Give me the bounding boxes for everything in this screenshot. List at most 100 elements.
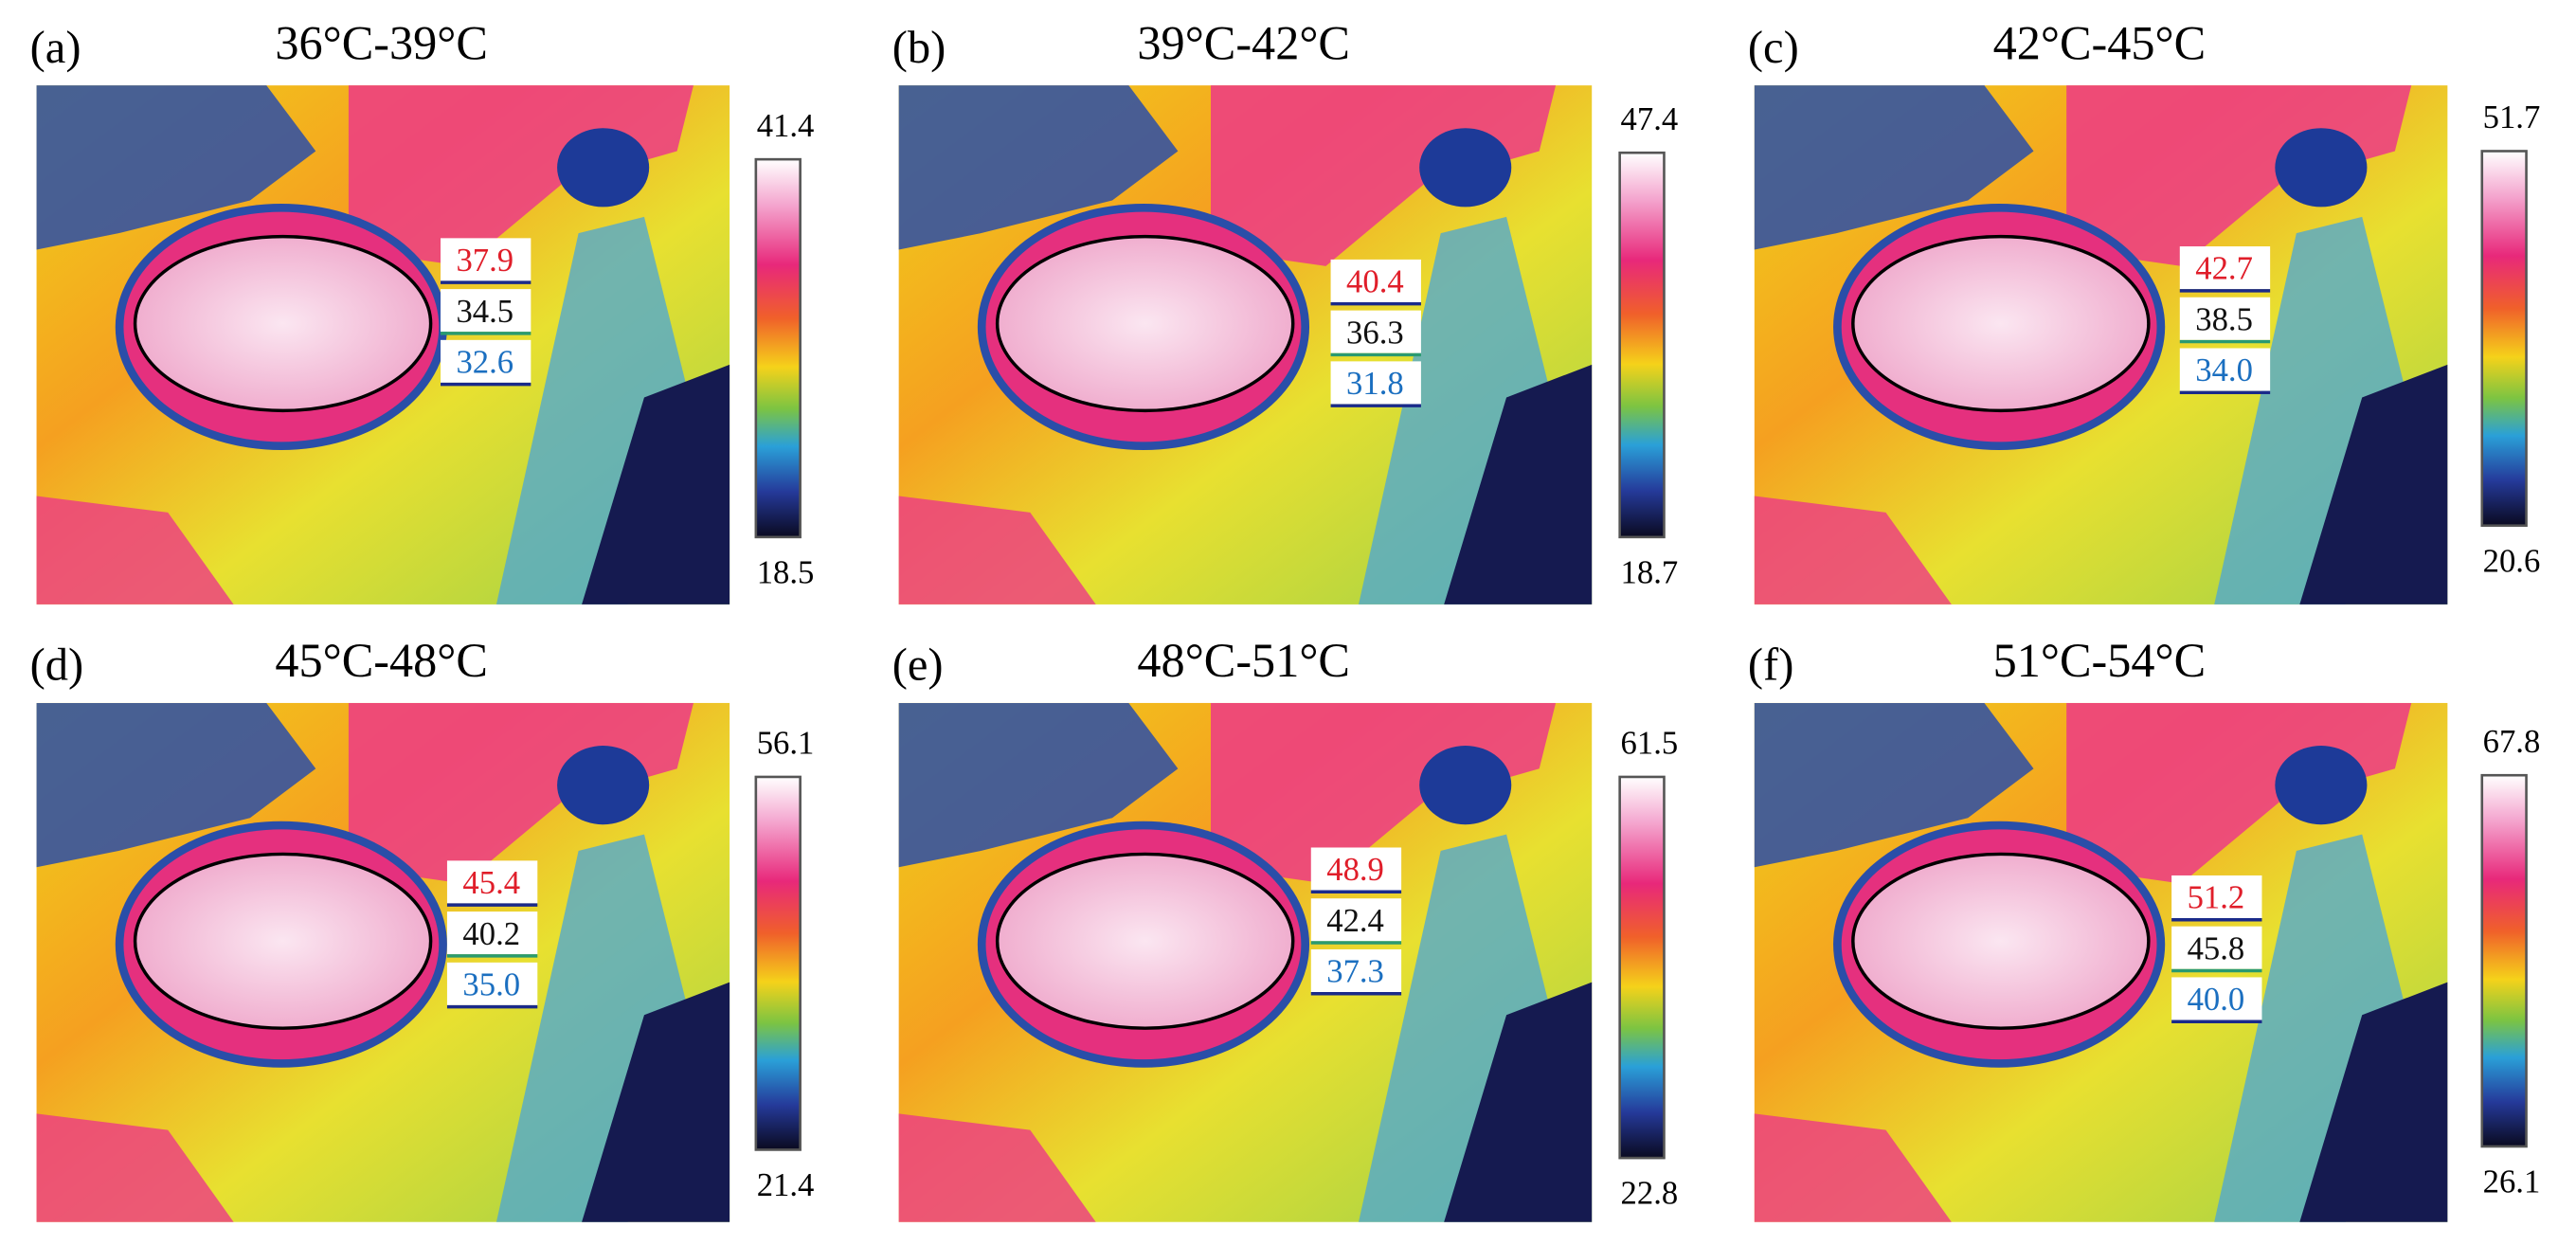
reading-box <box>2171 875 2262 919</box>
scale-min: 26.1 <box>2483 1164 2541 1200</box>
reading: 34.5 <box>456 294 513 330</box>
reading-box <box>441 289 531 333</box>
colorbar <box>1618 775 1666 1160</box>
panel-title: 36°C-39°C <box>275 16 488 69</box>
colorbar <box>2480 150 2528 528</box>
panel-title: 45°C-48°C <box>275 634 488 687</box>
scale-max: 61.5 <box>1621 726 1679 762</box>
inner-area <box>133 234 433 413</box>
panel-label: (b) <box>892 23 946 73</box>
thermal-image <box>36 85 730 604</box>
hot-corner <box>36 1113 234 1222</box>
scale-min: 20.6 <box>2483 543 2541 579</box>
reading: 42.7 <box>2195 251 2253 287</box>
colorbar <box>754 775 802 1151</box>
hot-corner <box>898 496 1096 604</box>
reading: 51.2 <box>2188 880 2245 916</box>
reading-box <box>441 339 531 383</box>
reading-box <box>1310 898 1402 942</box>
scale-max: 41.4 <box>757 108 815 144</box>
dark-corner <box>582 364 730 604</box>
inner-area <box>995 234 1295 413</box>
reading-box <box>2179 348 2271 391</box>
reading: 40.0 <box>2188 982 2245 1018</box>
reading: 31.8 <box>1346 366 1404 402</box>
colorbar <box>754 157 802 539</box>
reading-box <box>2179 297 2271 340</box>
inner-area <box>1851 234 2151 413</box>
scale-max: 56.1 <box>757 726 815 762</box>
reading: 45.8 <box>2188 930 2245 966</box>
cold-ring <box>2275 128 2368 208</box>
dark-corner <box>2299 982 2448 1222</box>
reading-box <box>1310 948 1402 993</box>
scale-min: 21.4 <box>757 1167 815 1203</box>
inner-area <box>1851 852 2151 1030</box>
panel-label: (f) <box>1748 641 1793 691</box>
reading: 34.0 <box>2195 352 2253 388</box>
inner-area <box>995 852 1295 1030</box>
reading: 38.5 <box>2195 301 2253 337</box>
panel-label: (c) <box>1748 23 1799 73</box>
dark-corner <box>2299 364 2448 604</box>
hot-corner <box>1754 496 1952 604</box>
thermal-image <box>898 702 1593 1222</box>
thermal-image <box>1754 85 2448 604</box>
panel: (d) 45°C-48°C 56.1 21.4 45.4 40.2 35.0 <box>30 634 815 1222</box>
dark-corner <box>1444 364 1593 604</box>
panel: (c) 42°C-45°C 51.7 20.6 42.7 38.5 34.0 <box>1748 16 2540 604</box>
panel-title: 42°C-45°C <box>1993 16 2207 69</box>
colorbar <box>1618 151 1666 539</box>
panel: (a) 36°C-39°C 41.4 18.5 37.9 34.5 32.6 <box>30 16 815 604</box>
scale-max: 47.4 <box>1621 101 1679 137</box>
reading-box <box>1330 361 1421 405</box>
thermal-image <box>1754 702 2448 1222</box>
panel-title: 48°C-51°C <box>1137 634 1350 687</box>
cold-region <box>36 702 316 868</box>
reading: 40.2 <box>462 916 520 952</box>
hot-corner <box>36 496 234 604</box>
cold-region <box>36 85 316 250</box>
panel-title: 39°C-42°C <box>1137 16 1350 69</box>
panel: (e) 48°C-51°C 61.5 22.8 48.9 42.4 37.3 <box>892 634 1678 1222</box>
reading-box <box>446 911 538 955</box>
scale-max: 67.8 <box>2483 724 2541 760</box>
reading-box <box>446 860 538 904</box>
reading: 36.3 <box>1346 315 1404 351</box>
scale-min: 18.5 <box>757 554 815 590</box>
reading-box <box>1330 310 1421 353</box>
panel-label: (e) <box>892 641 944 691</box>
cold-region <box>1754 85 2034 250</box>
cold-region <box>898 702 1179 868</box>
cold-ring <box>557 746 650 825</box>
cold-region <box>1754 702 2034 868</box>
hot-corner <box>898 1113 1096 1222</box>
reading-box <box>446 962 538 1005</box>
reading: 37.9 <box>456 243 513 279</box>
scale-min: 22.8 <box>1621 1176 1679 1212</box>
colorbar <box>2480 773 2528 1148</box>
reading: 40.4 <box>1346 264 1404 300</box>
reading-box <box>1310 847 1402 891</box>
cold-ring <box>1419 128 1512 208</box>
cold-ring <box>557 128 650 208</box>
hot-corner <box>1754 1113 1952 1222</box>
panel: (f) 51°C-54°C 67.8 26.1 51.2 45.8 40.0 <box>1748 634 2540 1222</box>
reading: 37.3 <box>1326 954 1384 990</box>
thermal-image <box>36 702 730 1222</box>
reading: 45.4 <box>462 865 520 901</box>
cold-ring <box>2275 746 2368 825</box>
panel-label: (a) <box>30 23 81 73</box>
cold-region <box>898 85 1179 250</box>
reading: 48.9 <box>1326 852 1384 888</box>
reading-box <box>1330 259 1421 302</box>
reading-box <box>2171 926 2262 969</box>
scale-max: 51.7 <box>2483 99 2541 135</box>
scale-min: 18.7 <box>1621 554 1679 590</box>
panel-title: 51°C-54°C <box>1993 634 2207 687</box>
reading-box <box>2179 246 2271 290</box>
reading-box <box>2171 977 2262 1020</box>
cold-ring <box>1419 746 1512 825</box>
thermal-image <box>898 85 1593 604</box>
